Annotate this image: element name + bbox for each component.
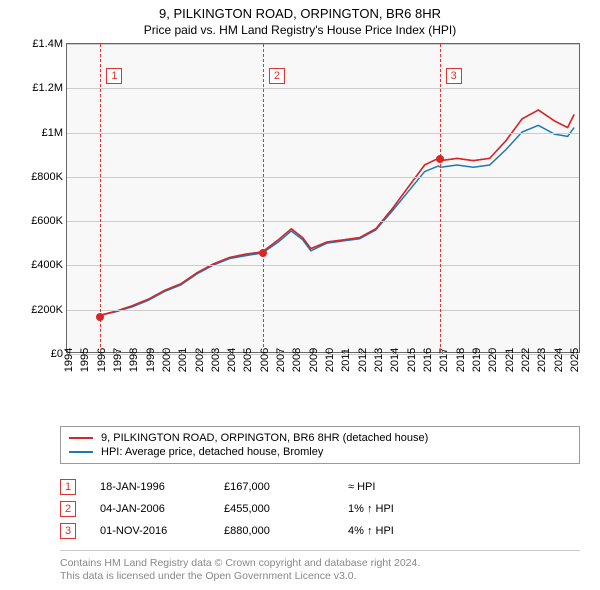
x-axis-label: 1998	[124, 348, 140, 372]
row-marker: 2	[60, 501, 76, 517]
row-delta: 4% ↑ HPI	[348, 525, 448, 537]
chart-title: 9, PILKINGTON ROAD, ORPINGTON, BR6 8HR	[0, 0, 600, 23]
x-axis-label: 2001	[173, 348, 189, 372]
x-axis-label: 2016	[418, 348, 434, 372]
row-price: £880,000	[224, 525, 324, 537]
legend: 9, PILKINGTON ROAD, ORPINGTON, BR6 8HR (…	[60, 426, 580, 464]
marker-label: 3	[446, 68, 462, 84]
x-axis-label: 1995	[75, 348, 91, 372]
series-lines	[67, 44, 579, 352]
row-date: 18-JAN-1996	[100, 481, 200, 493]
x-axis-label: 2000	[157, 348, 173, 372]
marker-point	[436, 155, 444, 163]
x-axis-label: 2002	[190, 348, 206, 372]
x-axis-label: 2021	[500, 348, 516, 372]
chart-subtitle: Price paid vs. HM Land Registry's House …	[0, 23, 600, 43]
x-axis-label: 2014	[385, 348, 401, 372]
x-axis-label: 2017	[434, 348, 450, 372]
x-axis-label: 1997	[108, 348, 124, 372]
attribution-line-1: Contains HM Land Registry data © Crown c…	[60, 557, 580, 571]
x-axis-label: 2024	[549, 348, 565, 372]
attribution-line-2: This data is licensed under the Open Gov…	[60, 570, 580, 584]
x-axis-label: 2007	[271, 348, 287, 372]
legend-swatch	[69, 437, 93, 439]
y-axis-label: £400K	[31, 259, 67, 271]
attribution: Contains HM Land Registry data © Crown c…	[60, 550, 580, 590]
series-line	[100, 110, 574, 315]
x-axis-label: 2018	[451, 348, 467, 372]
row-date: 01-NOV-2016	[100, 525, 200, 537]
legend-label: 9, PILKINGTON ROAD, ORPINGTON, BR6 8HR (…	[101, 432, 428, 444]
x-axis-label: 2020	[483, 348, 499, 372]
x-axis-label: 2019	[467, 348, 483, 372]
y-axis-label: £1.4M	[32, 38, 67, 50]
x-axis-label: 2015	[402, 348, 418, 372]
x-axis-label: 2011	[336, 348, 352, 372]
row-price: £167,000	[224, 481, 324, 493]
x-axis-label: 2010	[320, 348, 336, 372]
row-marker: 3	[60, 523, 76, 539]
row-delta: 1% ↑ HPI	[348, 503, 448, 515]
x-axis-label: 2012	[353, 348, 369, 372]
marker-point	[96, 313, 104, 321]
x-axis-label: 2009	[304, 348, 320, 372]
marker-label: 1	[106, 68, 122, 84]
legend-item: 9, PILKINGTON ROAD, ORPINGTON, BR6 8HR (…	[69, 431, 571, 445]
x-axis-label: 1994	[59, 348, 75, 372]
x-axis-label: 2008	[287, 348, 303, 372]
transaction-row: 3 01-NOV-2016 £880,000 4% ↑ HPI	[60, 520, 580, 542]
y-axis-label: £200K	[31, 304, 67, 316]
transaction-table: 1 18-JAN-1996 £167,000 ≈ HPI 2 04-JAN-2006 £45…	[60, 476, 580, 542]
chart-area: £0£200K£400K£600K£800K£1M£1.2M£1.4M19941…	[10, 43, 590, 386]
legend-label: HPI: Average price, detached house, Brom…	[101, 446, 323, 458]
marker-point	[259, 249, 267, 257]
row-delta: ≈ HPI	[348, 481, 448, 493]
legend-item: HPI: Average price, detached house, Brom…	[69, 445, 571, 459]
marker-label: 2	[269, 68, 285, 84]
x-axis-label: 2023	[532, 348, 548, 372]
x-axis-label: 2025	[565, 348, 581, 372]
y-axis-label: £600K	[31, 215, 67, 227]
x-axis-label: 2013	[369, 348, 385, 372]
y-axis-label: £800K	[31, 171, 67, 183]
x-axis-label: 2003	[206, 348, 222, 372]
row-date: 04-JAN-2006	[100, 503, 200, 515]
chart-container: 9, PILKINGTON ROAD, ORPINGTON, BR6 8HR P…	[0, 0, 600, 590]
transaction-row: 1 18-JAN-1996 £167,000 ≈ HPI	[60, 476, 580, 498]
row-price: £455,000	[224, 503, 324, 515]
y-axis-label: £1M	[42, 127, 67, 139]
x-axis-label: 2004	[222, 348, 238, 372]
x-axis-label: 2005	[238, 348, 254, 372]
y-axis-label: £1.2M	[32, 82, 67, 94]
legend-swatch	[69, 451, 93, 453]
plot-region: £0£200K£400K£600K£800K£1M£1.2M£1.4M19941…	[66, 43, 580, 353]
x-axis-label: 1999	[141, 348, 157, 372]
x-axis-label: 2022	[516, 348, 532, 372]
transaction-row: 2 04-JAN-2006 £455,000 1% ↑ HPI	[60, 498, 580, 520]
row-marker: 1	[60, 479, 76, 495]
